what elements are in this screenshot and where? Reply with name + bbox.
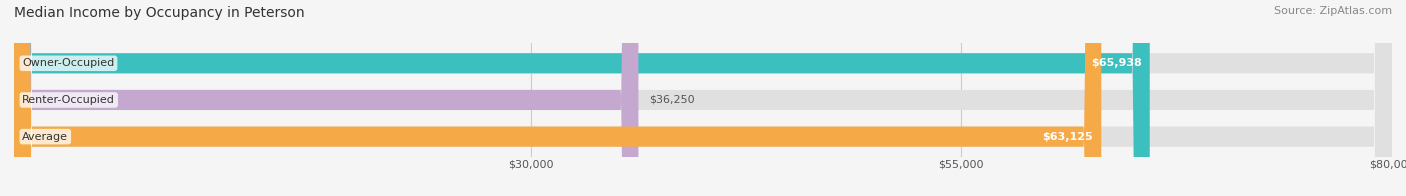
FancyBboxPatch shape xyxy=(14,0,1392,196)
FancyBboxPatch shape xyxy=(14,0,1150,196)
Text: Owner-Occupied: Owner-Occupied xyxy=(22,58,114,68)
FancyBboxPatch shape xyxy=(14,0,1392,196)
FancyBboxPatch shape xyxy=(14,0,638,196)
FancyBboxPatch shape xyxy=(14,0,1101,196)
FancyBboxPatch shape xyxy=(14,0,1392,196)
Text: Median Income by Occupancy in Peterson: Median Income by Occupancy in Peterson xyxy=(14,6,305,20)
Text: Average: Average xyxy=(22,132,69,142)
Text: Source: ZipAtlas.com: Source: ZipAtlas.com xyxy=(1274,6,1392,16)
Text: $65,938: $65,938 xyxy=(1091,58,1142,68)
Text: $36,250: $36,250 xyxy=(650,95,695,105)
Text: $63,125: $63,125 xyxy=(1042,132,1092,142)
Text: Renter-Occupied: Renter-Occupied xyxy=(22,95,115,105)
